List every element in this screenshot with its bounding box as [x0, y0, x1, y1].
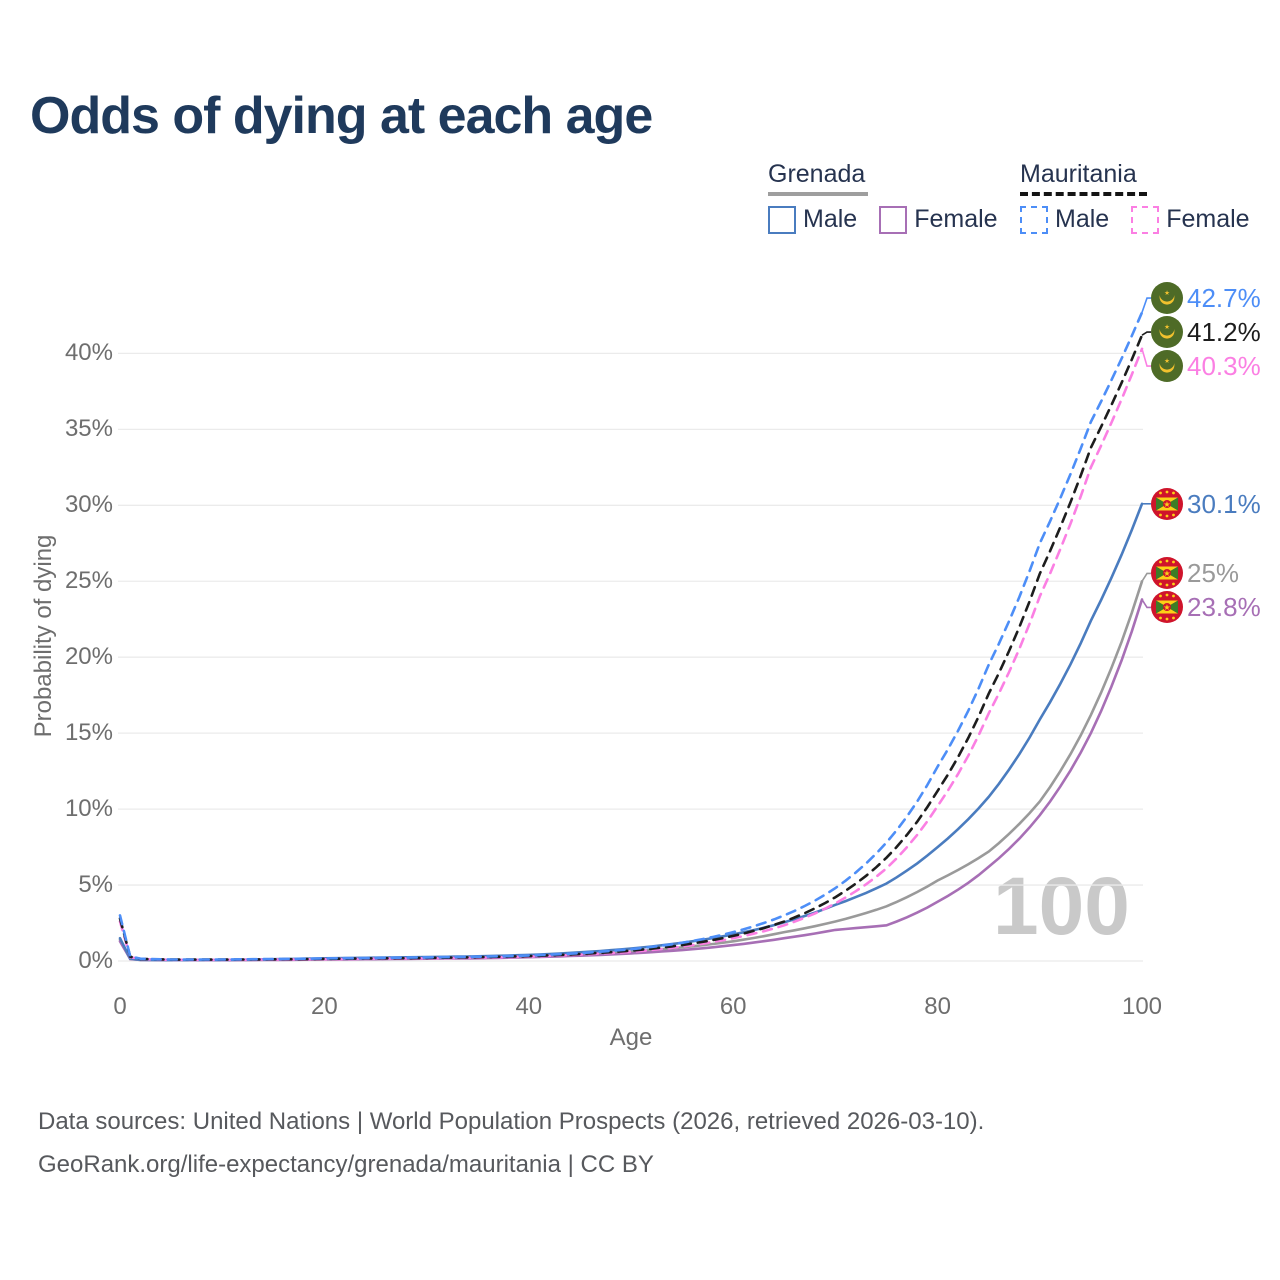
svg-text:★: ★: [1164, 323, 1170, 331]
series-line-grenada: [118, 580, 1144, 962]
y-tick-label: 15%: [64, 719, 113, 747]
legend-item-mauritania-male[interactable]: Male: [1020, 205, 1109, 234]
legend-item-grenada-male[interactable]: Male: [768, 205, 857, 234]
svg-text:★: ★: [1163, 603, 1170, 612]
grenada-line-sample: [768, 192, 868, 196]
x-tick-label: 20: [311, 993, 338, 1020]
grenada-female-swatch: [879, 205, 908, 234]
y-tick-label: 25%: [64, 567, 113, 595]
legend-item-mauritania-female[interactable]: Female: [1131, 205, 1250, 234]
x-tick-label: 0: [113, 993, 127, 1020]
y-tick-label: 35%: [64, 415, 113, 443]
end-value-label-mauritania-male: 42.7%: [1187, 283, 1261, 314]
data-source-line: Data sources: United Nations | World Pop…: [38, 1108, 985, 1135]
series-line-mauritania-male: [118, 311, 1144, 961]
mauritania-male-swatch: [1020, 205, 1048, 234]
y-tick-label: 0%: [78, 947, 113, 974]
series-line-grenada-female: [118, 598, 1144, 962]
x-tick-label: 100: [1121, 993, 1163, 1020]
mauritania-line-sample: [1020, 192, 1147, 196]
legend-label-grenada-female: Female: [914, 205, 998, 233]
y-tick-label: 5%: [78, 871, 113, 899]
legend-label-mauritania-male: Male: [1055, 205, 1110, 233]
mauritania-flag-icon: ★: [1151, 282, 1183, 315]
end-value-label-mauritania: 41.2%: [1187, 317, 1261, 348]
legend-item-grenada-female[interactable]: Female: [879, 205, 998, 234]
svg-text:★: ★: [1164, 289, 1170, 297]
chart-title: Odds of dying at each age: [30, 87, 653, 145]
y-tick-label: 10%: [64, 795, 113, 823]
y-axis-title: Probability of dying: [30, 534, 57, 738]
end-value-label-grenada-male: 30.1%: [1187, 488, 1261, 519]
x-tick-label: 40: [515, 993, 543, 1020]
series-line-grenada-male: [118, 502, 1144, 962]
mauritania-flag-icon: ★: [1151, 316, 1183, 349]
label-connector-mauritania-male: [1141, 297, 1151, 313]
legend-mauritania-header: Mauritania: [1020, 160, 1137, 188]
svg-text:★: ★: [1163, 569, 1170, 578]
mauritania-flag-icon: ★: [1151, 350, 1183, 383]
x-tick-label: 80: [924, 993, 951, 1020]
series-line-mauritania: [118, 333, 1144, 961]
age-watermark: 100: [993, 861, 1130, 952]
y-tick-label: 30%: [64, 491, 113, 519]
legend-group-grenada: Grenada Male Female: [768, 160, 998, 234]
end-value-label-grenada: 25%: [1187, 558, 1240, 589]
label-connector-grenada-female: [1141, 599, 1151, 609]
label-connector-mauritania: [1141, 331, 1151, 336]
legend-label-mauritania-female: Female: [1166, 205, 1250, 233]
label-connector-grenada: [1141, 572, 1151, 582]
svg-text:★: ★: [1164, 357, 1170, 365]
legend-grenada-header: Grenada: [768, 160, 866, 188]
grenada-flag-icon: ★: [1151, 557, 1183, 590]
grenada-flag-icon: ★: [1151, 591, 1183, 624]
grenada-flag-icon: ★: [1151, 487, 1183, 520]
y-tick-label: 40%: [64, 339, 113, 367]
x-axis-title: Age: [609, 1024, 653, 1051]
label-connector-mauritania-female: [1141, 348, 1151, 367]
grenada-male-swatch: [768, 205, 796, 234]
end-value-label-grenada-female: 23.8%: [1187, 592, 1261, 623]
attribution-line: GeoRank.org/life-expectancy/grenada/maur…: [38, 1151, 654, 1178]
y-tick-label: 20%: [64, 643, 113, 671]
x-tick-label: 60: [719, 993, 747, 1020]
end-value-label-mauritania-female: 40.3%: [1187, 351, 1261, 382]
svg-text:★: ★: [1163, 500, 1170, 509]
legend-label-grenada-male: Male: [803, 205, 858, 233]
legend-group-mauritania: Mauritania Male Female: [1020, 160, 1250, 234]
mauritania-female-swatch: [1131, 205, 1160, 234]
